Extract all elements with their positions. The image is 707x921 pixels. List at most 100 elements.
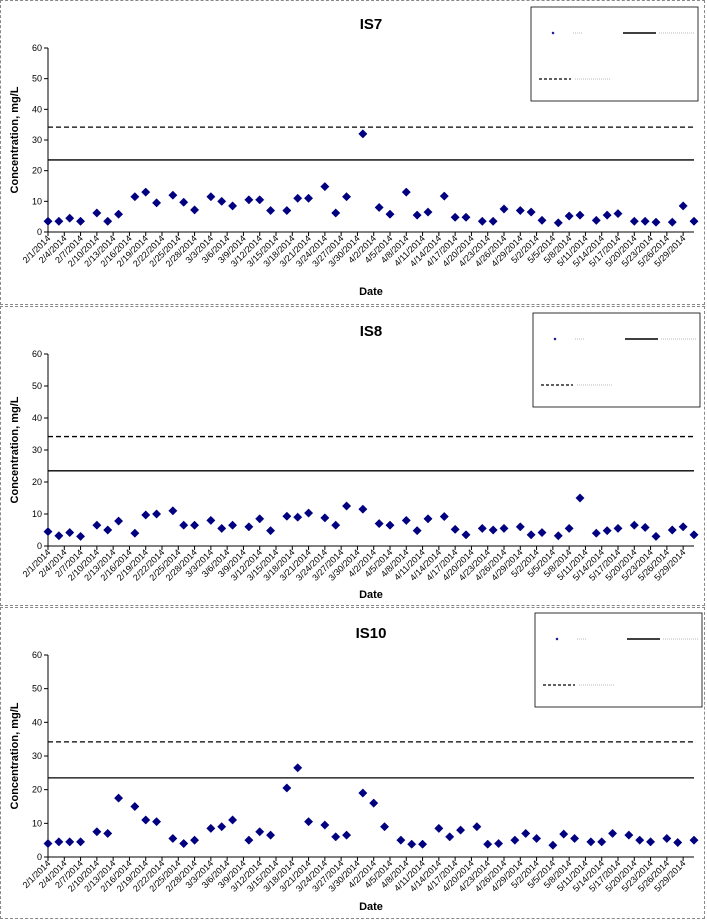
data-point (358, 129, 368, 139)
data-point (456, 825, 466, 835)
data-point (190, 835, 200, 845)
data-point (472, 822, 482, 832)
data-point (255, 514, 265, 524)
legend (534, 612, 703, 708)
data-point (510, 835, 520, 845)
data-point (477, 216, 487, 226)
data-point (564, 211, 574, 221)
x-axis-label: Date (359, 901, 383, 913)
legend-marker-symbol (553, 337, 557, 341)
y-axis-label: Concentration, mg/L (9, 702, 21, 809)
data-point (92, 208, 102, 218)
data-point (141, 187, 151, 197)
legend-box (534, 612, 703, 708)
data-point (412, 210, 422, 220)
data-point (76, 531, 86, 541)
data-point (152, 198, 162, 208)
data-point (499, 204, 509, 214)
data-point (304, 817, 314, 827)
data-point (401, 187, 411, 197)
data-point (76, 837, 86, 847)
data-point (331, 832, 341, 842)
data-point (651, 217, 661, 227)
y-tick-label: 10 (32, 818, 42, 828)
data-point (266, 830, 276, 840)
data-point (282, 511, 292, 521)
y-tick-label: 20 (32, 785, 42, 795)
data-point (217, 523, 227, 533)
data-point (537, 215, 547, 225)
data-point (130, 192, 140, 202)
data-point (65, 528, 75, 538)
data-point (293, 763, 303, 773)
data-point (613, 209, 623, 219)
data-point (602, 526, 612, 536)
legend (532, 312, 701, 408)
y-tick-label: 0 (37, 227, 42, 237)
data-point (179, 838, 189, 849)
data-point (179, 520, 189, 530)
data-point (217, 822, 227, 832)
chart-title: IS7 (360, 16, 383, 33)
data-point (586, 837, 596, 847)
data-point (678, 522, 688, 532)
data-point (564, 523, 574, 533)
data-point (114, 793, 124, 803)
y-tick-label: 40 (32, 413, 42, 423)
data-point (488, 216, 498, 226)
data-point (168, 833, 178, 844)
legend (530, 6, 699, 102)
data-point (114, 516, 124, 526)
data-point (130, 801, 140, 812)
data-point (499, 523, 509, 533)
data-point (662, 833, 672, 844)
data-point (342, 830, 352, 840)
y-tick-label: 50 (32, 74, 42, 84)
data-point (228, 815, 238, 825)
legend-box (530, 6, 699, 102)
data-point (434, 823, 444, 833)
data-point (689, 530, 699, 540)
data-point (483, 839, 493, 849)
data-point (358, 788, 368, 798)
data-point (407, 839, 417, 849)
data-point (130, 528, 140, 538)
data-point (255, 195, 265, 205)
data-point (640, 216, 650, 226)
data-point (244, 835, 254, 845)
data-point (575, 493, 585, 503)
data-point (597, 837, 607, 847)
y-tick-label: 60 (32, 43, 42, 53)
data-point (190, 520, 200, 530)
y-tick-label: 10 (32, 196, 42, 206)
data-point (342, 501, 352, 511)
data-point (624, 830, 634, 840)
data-point (532, 833, 542, 844)
data-point (54, 837, 64, 847)
data-point (141, 510, 151, 520)
data-point (304, 508, 314, 518)
data-point (293, 193, 303, 203)
data-point (646, 837, 656, 847)
y-tick-label: 50 (32, 684, 42, 694)
data-point (293, 512, 303, 522)
data-point (445, 832, 455, 842)
chart-title: IS8 (360, 323, 383, 340)
data-point (43, 527, 53, 537)
data-point (255, 827, 265, 837)
data-point (179, 197, 189, 207)
data-point (374, 519, 384, 529)
data-point (488, 525, 498, 535)
data-point (526, 530, 536, 540)
data-point (418, 839, 428, 849)
data-point (190, 205, 200, 215)
data-point (689, 835, 699, 845)
data-point (43, 216, 53, 226)
data-point (385, 209, 395, 219)
data-point (103, 828, 113, 838)
data-point (526, 207, 536, 217)
data-point (521, 828, 531, 838)
data-point (331, 208, 341, 218)
data-point (608, 828, 618, 838)
